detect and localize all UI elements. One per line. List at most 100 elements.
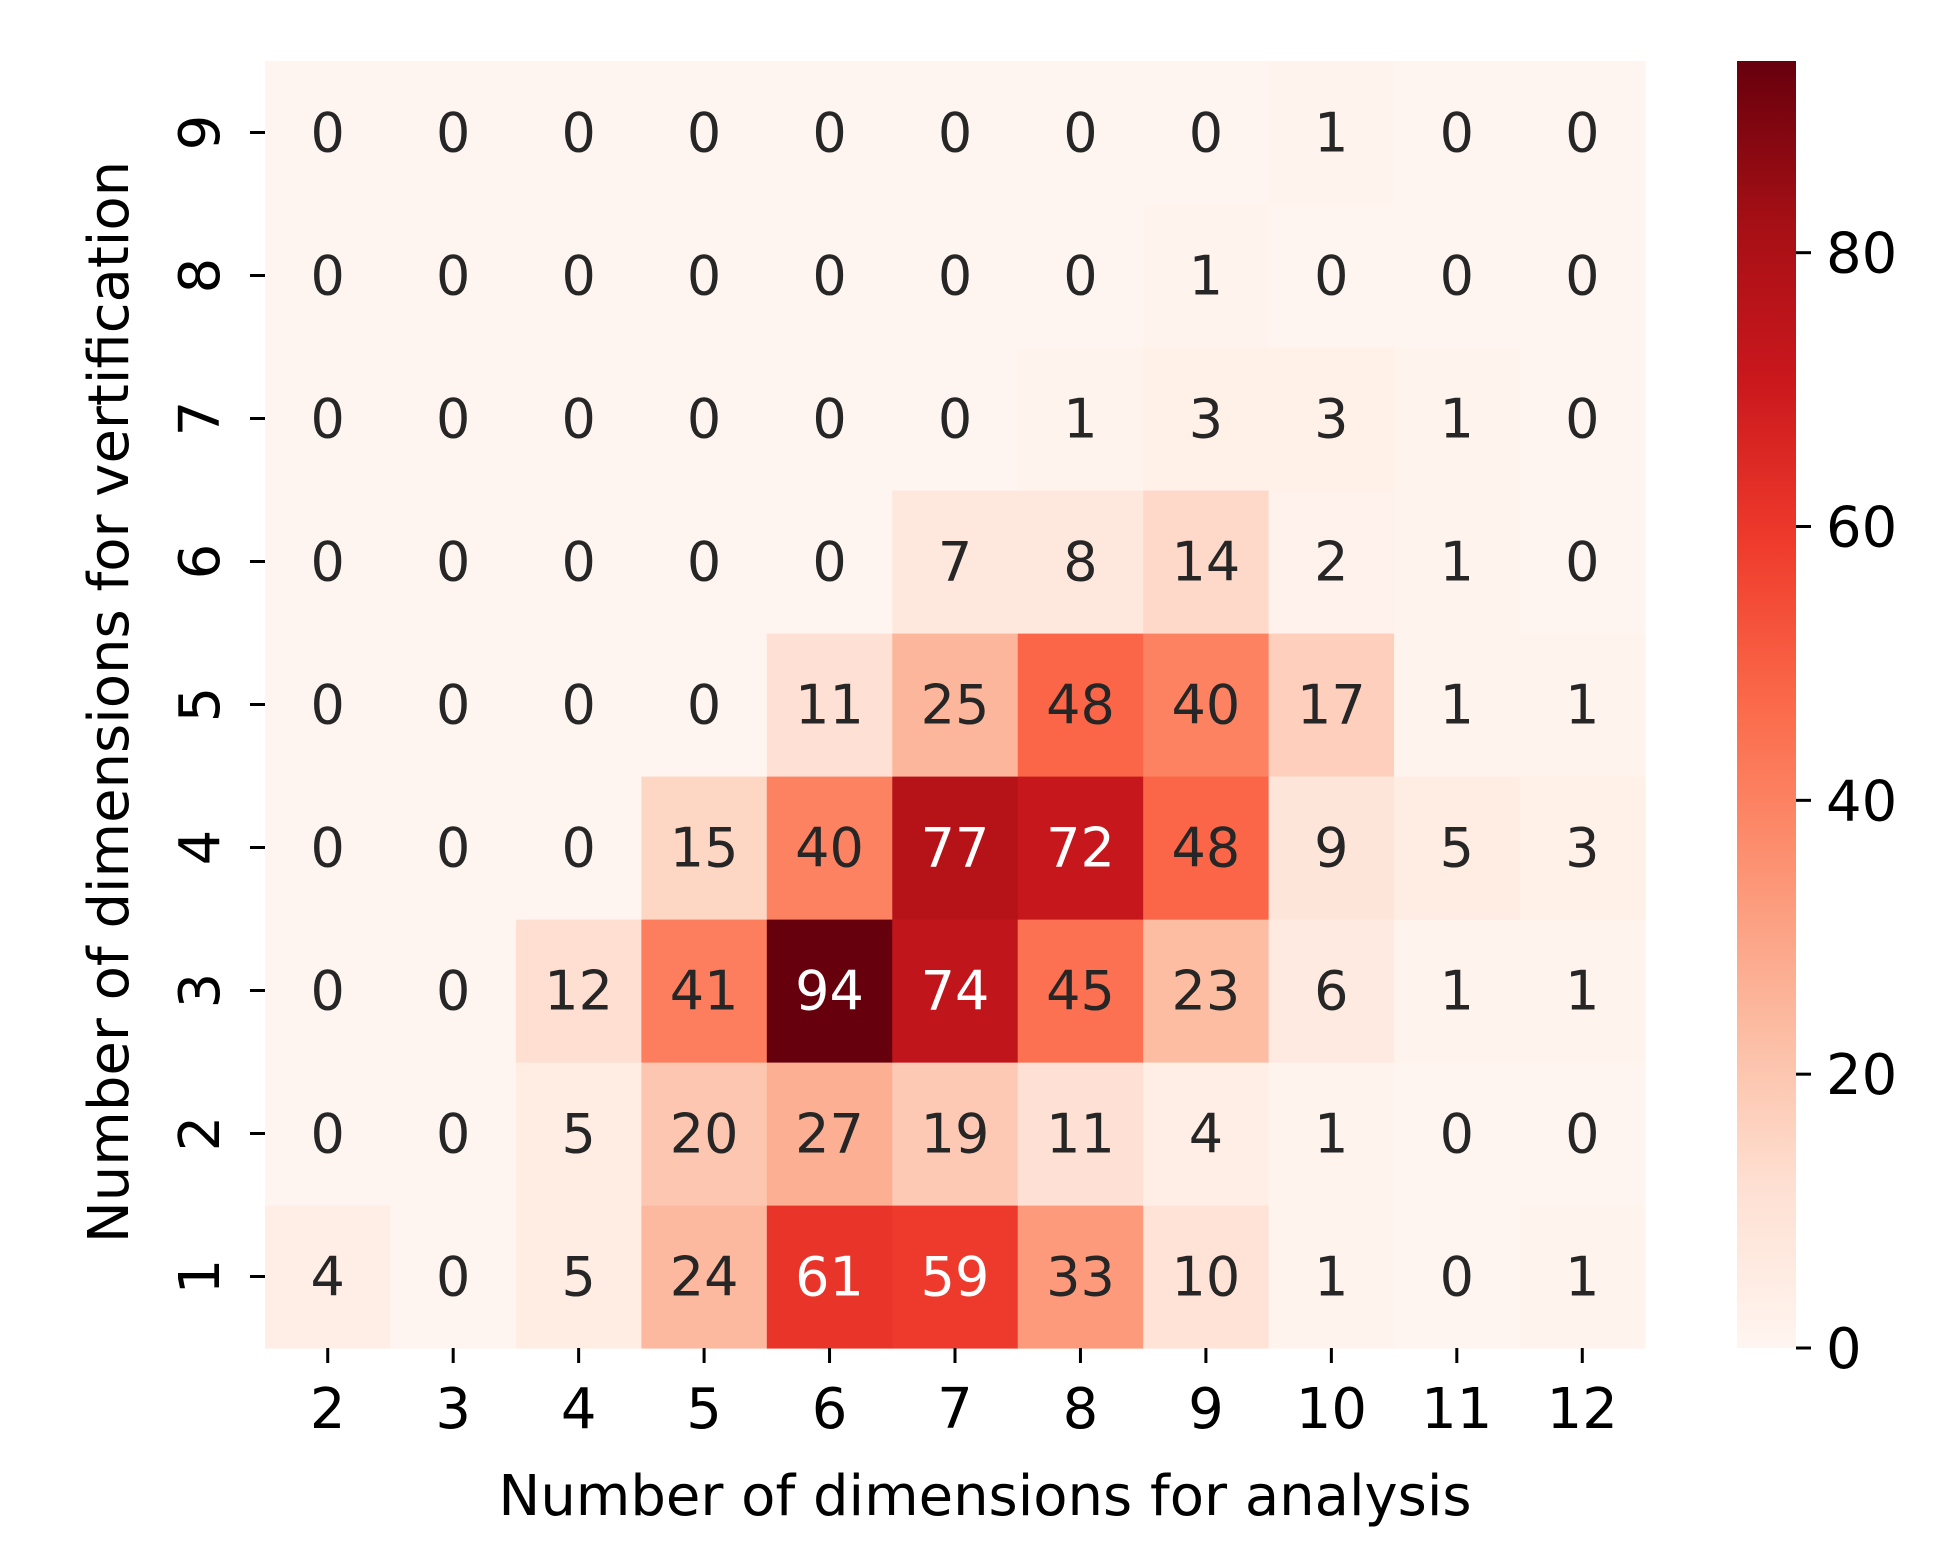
x-tick-label: 4 — [561, 1377, 597, 1442]
heatmap-cell-9-11 — [1394, 61, 1521, 205]
x-tick-label: 8 — [1063, 1377, 1099, 1442]
heatmap-cell-6-11 — [1394, 490, 1521, 634]
cell-value-label: 59 — [921, 1246, 990, 1309]
cell-value-label: 0 — [1565, 1103, 1599, 1166]
heatmap-cell-7-9 — [1143, 347, 1270, 491]
heatmap-cell-3-4 — [515, 919, 642, 1063]
y-axis-ticks: 1 2 3 4 5 6 7 8 9 — [168, 115, 265, 1294]
cell-value-label: 0 — [1565, 245, 1599, 308]
cell-value-label: 8 — [1063, 531, 1097, 594]
cell-value-label: 0 — [938, 245, 972, 308]
heatmap-cell-6-2 — [265, 490, 392, 634]
heatmap-cell-9-2 — [265, 61, 392, 205]
cell-value-label: 17 — [1297, 674, 1366, 737]
heatmap-cell-5-8 — [1017, 633, 1144, 777]
heatmap-cell-8-11 — [1394, 204, 1521, 348]
heatmap-cell-6-4 — [515, 490, 642, 634]
heatmap-cell-9-3 — [390, 61, 517, 205]
heatmap-cell-5-6 — [766, 633, 893, 777]
heatmap-cell-9-4 — [515, 61, 642, 205]
cell-value-label: 10 — [1172, 1246, 1241, 1309]
heatmap-cell-8-12 — [1519, 204, 1646, 348]
heatmap-cell-6-6 — [766, 490, 893, 634]
x-tick-label: 9 — [1188, 1377, 1224, 1442]
cell-value-label: 0 — [812, 102, 846, 165]
heatmap-cell-8-9 — [1143, 204, 1270, 348]
heatmap-cell-8-10 — [1268, 204, 1395, 348]
heatmap-cell-5-7 — [892, 633, 1019, 777]
colorbar-ticks: 0 20 40 60 80 — [1796, 222, 1897, 1382]
heatmap-cell-5-4 — [515, 633, 642, 777]
cell-value-label: 0 — [311, 960, 345, 1023]
heatmap-cell-7-3 — [390, 347, 517, 491]
cell-value-label: 72 — [1046, 817, 1115, 880]
heatmap-cell-4-10 — [1268, 776, 1395, 920]
heatmap-cell-1-6 — [766, 1205, 893, 1349]
heatmap-cell-2-7 — [892, 1062, 1019, 1206]
cell-value-label: 3 — [1189, 388, 1223, 451]
cell-value-label: 0 — [561, 817, 595, 880]
cell-value-label: 1 — [1440, 674, 1474, 737]
cell-value-label: 0 — [436, 674, 470, 737]
heatmap-cell-4-11 — [1394, 776, 1521, 920]
cell-value-label: 0 — [1189, 102, 1223, 165]
colorbar: 0 20 40 60 80 — [1737, 61, 1897, 1382]
heatmap-cell-4-5 — [641, 776, 768, 920]
heatmap-cell-3-5 — [641, 919, 768, 1063]
heatmap-cell-1-10 — [1268, 1205, 1395, 1349]
cell-value-label: 0 — [1565, 102, 1599, 165]
cell-value-label: 4 — [311, 1246, 345, 1309]
cell-value-label: 0 — [1440, 1246, 1474, 1309]
cell-value-label: 3 — [1565, 817, 1599, 880]
cell-value-label: 20 — [670, 1103, 739, 1166]
colorbar-tick-label: 60 — [1826, 496, 1897, 561]
heatmap-cell-2-4 — [515, 1062, 642, 1206]
x-tick-label: 11 — [1421, 1377, 1492, 1442]
cell-value-label: 61 — [795, 1246, 864, 1309]
heatmap-cell-8-6 — [766, 204, 893, 348]
heatmap-cell-7-5 — [641, 347, 768, 491]
heatmap-cell-2-2 — [265, 1062, 392, 1206]
cell-value-label: 12 — [544, 960, 613, 1023]
cell-value-label: 77 — [921, 817, 990, 880]
y-tick-label: 2 — [168, 1116, 233, 1152]
heatmap-cell-3-2 — [265, 919, 392, 1063]
heatmap-cell-4-6 — [766, 776, 893, 920]
cell-value-label: 41 — [670, 960, 739, 1023]
heatmap-cell-5-10 — [1268, 633, 1395, 777]
heatmap-cell-6-12 — [1519, 490, 1646, 634]
heatmap-cell-9-9 — [1143, 61, 1270, 205]
cell-value-label: 1 — [1314, 102, 1348, 165]
cell-value-label: 0 — [561, 245, 595, 308]
heatmap-cell-7-4 — [515, 347, 642, 491]
cell-value-label: 0 — [561, 388, 595, 451]
x-tick-label: 3 — [435, 1377, 471, 1442]
heatmap-cell-6-9 — [1143, 490, 1270, 634]
x-axis-label: Number of dimensions for analysis — [498, 1464, 1471, 1529]
x-tick-label: 5 — [686, 1377, 722, 1442]
x-tick-label: 10 — [1296, 1377, 1367, 1442]
cell-value-label: 0 — [1440, 1103, 1474, 1166]
cell-value-label: 0 — [1314, 245, 1348, 308]
cell-value-label: 0 — [687, 245, 721, 308]
heatmap-cell-9-8 — [1017, 61, 1144, 205]
cell-value-label: 40 — [795, 817, 864, 880]
cell-value-label: 1 — [1440, 531, 1474, 594]
heatmap-cell-3-9 — [1143, 919, 1270, 1063]
heatmap-cell-7-8 — [1017, 347, 1144, 491]
heatmap-cell-2-3 — [390, 1062, 517, 1206]
heatmap-cell-9-7 — [892, 61, 1019, 205]
cell-value-label: 40 — [1172, 674, 1241, 737]
cell-value-label: 0 — [938, 388, 972, 451]
cell-value-label: 0 — [311, 245, 345, 308]
heatmap-cell-1-3 — [390, 1205, 517, 1349]
heatmap-cell-9-6 — [766, 61, 893, 205]
cell-value-label: 0 — [812, 245, 846, 308]
heatmap-cell-5-3 — [390, 633, 517, 777]
cell-value-label: 0 — [311, 102, 345, 165]
cell-value-label: 0 — [812, 388, 846, 451]
heatmap-cell-3-12 — [1519, 919, 1646, 1063]
cell-value-label: 0 — [436, 960, 470, 1023]
heatmap-cell-5-11 — [1394, 633, 1521, 777]
y-tick-label: 6 — [168, 544, 233, 580]
